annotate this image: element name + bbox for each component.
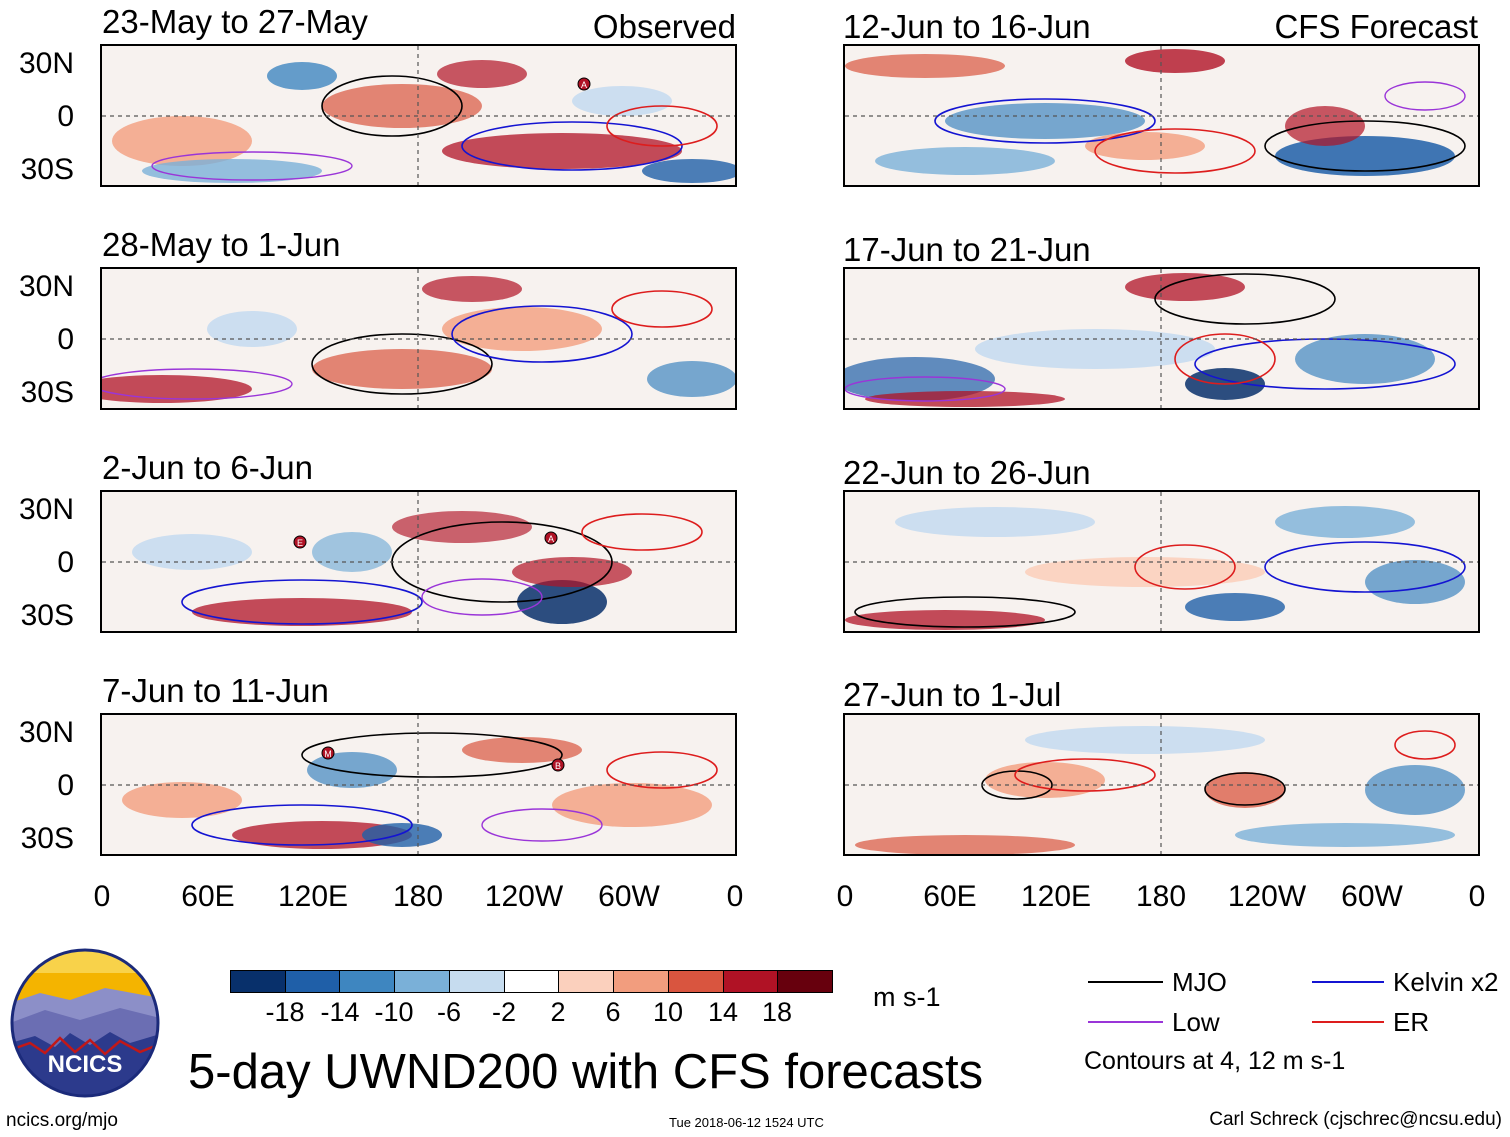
panel-title: 2-Jun to 6-Jun	[102, 449, 313, 486]
lat-label: 30S	[20, 822, 74, 855]
map-panel-observed-3: E A	[100, 490, 737, 633]
lat-label: 30N	[18, 47, 74, 80]
legend-line-kelvin	[1312, 981, 1384, 983]
footer-author: Carl Schreck (cjschrec@ncsu.edu)	[1209, 1109, 1502, 1130]
lon-label: 60E	[923, 880, 977, 913]
lon-label: 120W	[484, 880, 564, 913]
lon-label: 180	[1135, 880, 1187, 913]
lat-label: 30S	[20, 599, 74, 632]
colorbar-tick: -14	[320, 997, 360, 1027]
panel-title: 7-Jun to 11-Jun	[102, 672, 329, 709]
colorbar-tick: 2	[550, 997, 566, 1027]
colorbar-tick: -18	[265, 997, 305, 1027]
colorbar-swatch	[395, 971, 450, 992]
colorbar-swatch	[559, 971, 615, 992]
map-field-forecast-1	[845, 46, 1478, 185]
ncics-logo: NCICS	[10, 948, 160, 1098]
colorbar-swatch	[614, 971, 669, 992]
colorbar-swatch	[340, 971, 396, 992]
map-field-observed-4: M B	[102, 715, 735, 854]
footer-timestamp: Tue 2018-06-12 1524 UTC	[669, 1115, 824, 1130]
colorbar-swatch	[231, 971, 286, 992]
colorbar-swatch	[449, 971, 505, 992]
map-panel-forecast-2	[843, 267, 1480, 410]
footer-url[interactable]: ncics.org/mjo	[6, 1110, 118, 1131]
lon-label: 180	[392, 880, 444, 913]
lat-label: 0	[57, 769, 74, 802]
colorbar-tick: -2	[491, 997, 517, 1027]
legend-line-mjo	[1088, 981, 1163, 983]
map-field-forecast-4	[845, 715, 1478, 854]
lon-label: 60W	[1341, 880, 1403, 913]
lat-label: 30S	[20, 153, 74, 186]
system-marker: A	[581, 80, 587, 90]
lon-label: 0	[726, 880, 744, 913]
lat-label: 30N	[18, 270, 74, 303]
colorbar-tick: 14	[707, 997, 739, 1027]
colorbar-tick: 6	[605, 997, 621, 1027]
colorbar-tick: -6	[436, 997, 462, 1027]
map-panel-observed-1: A	[100, 44, 737, 187]
colorbar-swatch	[778, 971, 833, 992]
colorbar-tick: 10	[652, 997, 684, 1027]
map-field-observed-1: A	[102, 46, 735, 185]
lon-label: 120W	[1227, 880, 1307, 913]
panel-title: 28-May to 1-Jun	[102, 226, 341, 263]
system-marker: E	[297, 538, 303, 548]
lon-label: 60E	[181, 880, 235, 913]
map-panel-forecast-1	[843, 44, 1480, 187]
legend-label-low: Low	[1172, 1007, 1220, 1037]
legend-label-mjo: MJO	[1172, 967, 1227, 997]
lat-label: 30N	[18, 716, 74, 749]
panel-title: 17-Jun to 21-Jun	[843, 231, 1091, 268]
lat-label: 0	[57, 546, 74, 579]
panel-title: 22-Jun to 26-Jun	[843, 454, 1091, 491]
map-field-forecast-3	[845, 492, 1478, 631]
map-field-observed-2	[102, 269, 735, 408]
legend-label-kelvin: Kelvin x2	[1393, 967, 1499, 997]
map-panel-observed-4: M B	[100, 713, 737, 856]
lat-label: 30N	[18, 493, 74, 526]
colorbar-tick: -10	[374, 997, 414, 1027]
lon-label: 0	[1468, 880, 1486, 913]
lon-label: 60W	[598, 880, 660, 913]
lon-label: 120E	[1020, 880, 1092, 913]
ncics-logo-graphic: NCICS	[10, 948, 160, 1098]
logo-text: NCICS	[48, 1051, 123, 1078]
lat-label: 0	[57, 100, 74, 133]
map-panel-forecast-4	[843, 713, 1480, 856]
observed-label: Observed	[592, 8, 736, 45]
panel-title: 12-Jun to 16-Jun	[843, 8, 1091, 45]
system-marker: B	[555, 761, 561, 771]
legend-line-er	[1312, 1021, 1384, 1023]
colorbar-swatch	[285, 971, 341, 992]
map-field-observed-3: E A	[102, 492, 735, 631]
legend-label-er: ER	[1393, 1007, 1430, 1037]
panel-title: 27-Jun to 1-Jul	[843, 676, 1062, 713]
page-title: 5-day UWND200 with CFS forecasts	[188, 1045, 984, 1099]
lon-label: 0	[93, 880, 111, 913]
forecast-label: CFS Forecast	[1274, 8, 1478, 45]
contours-note: Contours at 4, 12 m s-1	[1084, 1047, 1346, 1075]
colorbar-swatch	[504, 971, 560, 992]
colorbar-swatch	[668, 971, 724, 992]
map-panel-forecast-3	[843, 490, 1480, 633]
legend-line-low	[1088, 1021, 1163, 1023]
panel-title: 23-May to 27-May	[102, 3, 368, 40]
map-field-forecast-2	[845, 269, 1478, 408]
system-marker: A	[548, 534, 554, 544]
colorbar-tick: 18	[761, 997, 793, 1027]
lat-label: 30S	[20, 376, 74, 409]
colorbar-swatch	[723, 971, 779, 992]
colorbar	[230, 970, 833, 993]
system-marker: M	[324, 749, 332, 759]
map-panel-observed-2	[100, 267, 737, 410]
lon-label: 120E	[277, 880, 349, 913]
colorbar-units: m s-1	[873, 982, 941, 1012]
lon-label: 0	[836, 880, 854, 913]
lat-label: 0	[57, 323, 74, 356]
